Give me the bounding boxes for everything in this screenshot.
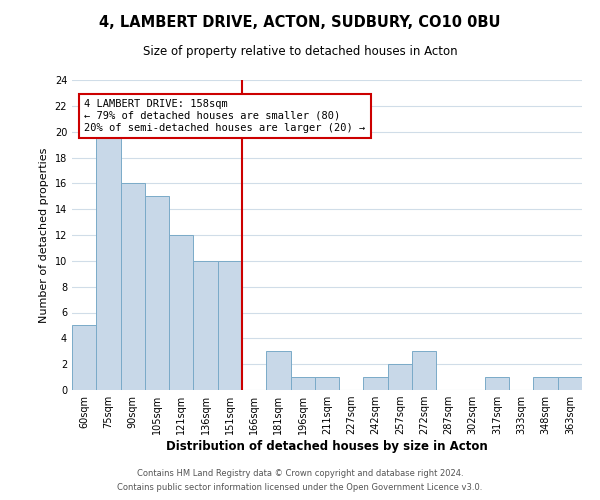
- Bar: [533, 377, 558, 390]
- Bar: [72, 326, 96, 390]
- Bar: [290, 377, 315, 390]
- Text: Contains HM Land Registry data © Crown copyright and database right 2024.: Contains HM Land Registry data © Crown c…: [137, 468, 463, 477]
- Bar: [388, 364, 412, 390]
- Y-axis label: Number of detached properties: Number of detached properties: [39, 148, 49, 322]
- Text: 4 LAMBERT DRIVE: 158sqm
← 79% of detached houses are smaller (80)
20% of semi-de: 4 LAMBERT DRIVE: 158sqm ← 79% of detache…: [84, 100, 365, 132]
- Bar: [193, 261, 218, 390]
- Bar: [218, 261, 242, 390]
- Text: Contains public sector information licensed under the Open Government Licence v3: Contains public sector information licen…: [118, 484, 482, 492]
- Bar: [145, 196, 169, 390]
- Bar: [169, 235, 193, 390]
- Bar: [121, 184, 145, 390]
- Text: 4, LAMBERT DRIVE, ACTON, SUDBURY, CO10 0BU: 4, LAMBERT DRIVE, ACTON, SUDBURY, CO10 0…: [99, 15, 501, 30]
- Text: Size of property relative to detached houses in Acton: Size of property relative to detached ho…: [143, 45, 457, 58]
- Bar: [96, 132, 121, 390]
- Bar: [412, 351, 436, 390]
- Bar: [364, 377, 388, 390]
- X-axis label: Distribution of detached houses by size in Acton: Distribution of detached houses by size …: [166, 440, 488, 453]
- Bar: [315, 377, 339, 390]
- Bar: [558, 377, 582, 390]
- Bar: [266, 351, 290, 390]
- Bar: [485, 377, 509, 390]
